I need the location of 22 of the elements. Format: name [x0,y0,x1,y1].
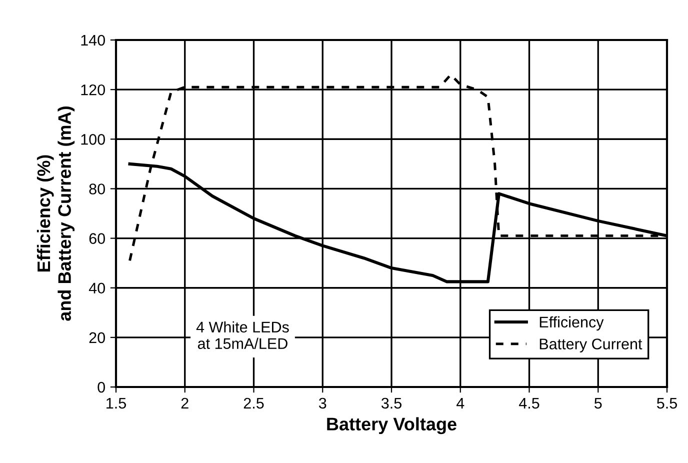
y-tick-label: 60 [89,233,105,244]
y-axis-title: Efficiency (%) and Battery Current (mA) [36,106,75,321]
legend-label: Battery Current [540,338,642,352]
y-tick-label: 80 [89,184,105,194]
y-tick-label: 100 [81,134,105,145]
x-tick-label: 4.5 [518,398,540,409]
x-tick-label: 2.5 [244,398,264,409]
y-tick-label: 0 [98,382,105,393]
annotation: 4 White LEDs at 15mA/LED [196,321,289,350]
y-tick-label: 40 [88,282,105,294]
y-tick-label: 140 [81,34,105,46]
x-tick-label: 3 [318,398,326,409]
x-tick-label: 3.5 [381,398,402,409]
x-tick-label: 5.5 [656,398,677,409]
y-tick-label: 120 [81,84,105,96]
x-axis-title: Battery Voltage [327,417,456,434]
x-tick-label: 1.5 [106,398,126,409]
x-tick-label: 5 [594,398,602,409]
y-tick-label: 20 [89,332,105,344]
legend-label: Efficiency [540,316,604,331]
x-tick-label: 2 [181,398,188,408]
x-tick-label: 4 [456,398,464,408]
